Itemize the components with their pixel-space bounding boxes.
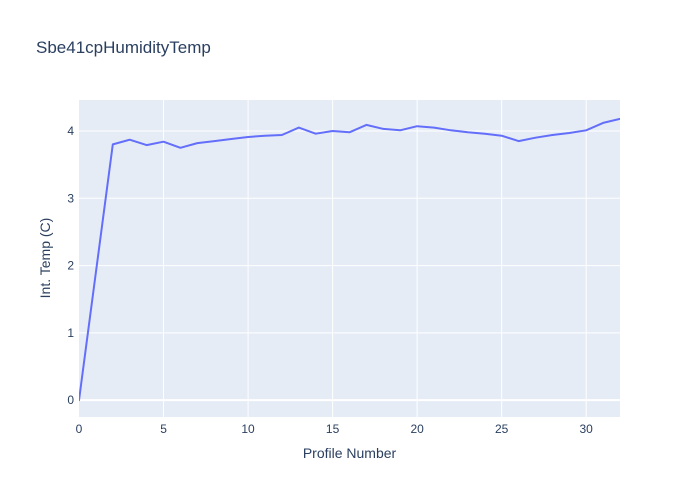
chart-title: Sbe41cpHumidityTemp <box>36 38 211 57</box>
x-tick-label: 15 <box>326 422 340 436</box>
plot-background <box>79 100 620 417</box>
y-tick-label: 2 <box>67 259 74 273</box>
data-line <box>79 117 620 402</box>
y-tick-label: 4 <box>67 124 74 138</box>
x-tick-label: 10 <box>241 422 255 436</box>
x-tick-label: 20 <box>410 422 424 436</box>
y-tick-label: 3 <box>67 191 74 205</box>
x-tick-label: 0 <box>76 422 83 436</box>
x-tick-label: 5 <box>160 422 167 436</box>
x-tick-label: 30 <box>580 422 594 436</box>
y-tick-label: 0 <box>67 393 74 407</box>
y-axis-title: Int. Temp (C) <box>37 217 53 299</box>
y-tick-label: 1 <box>67 326 74 340</box>
x-tick-label: 25 <box>495 422 509 436</box>
x-axis-title: Profile Number <box>302 445 397 461</box>
